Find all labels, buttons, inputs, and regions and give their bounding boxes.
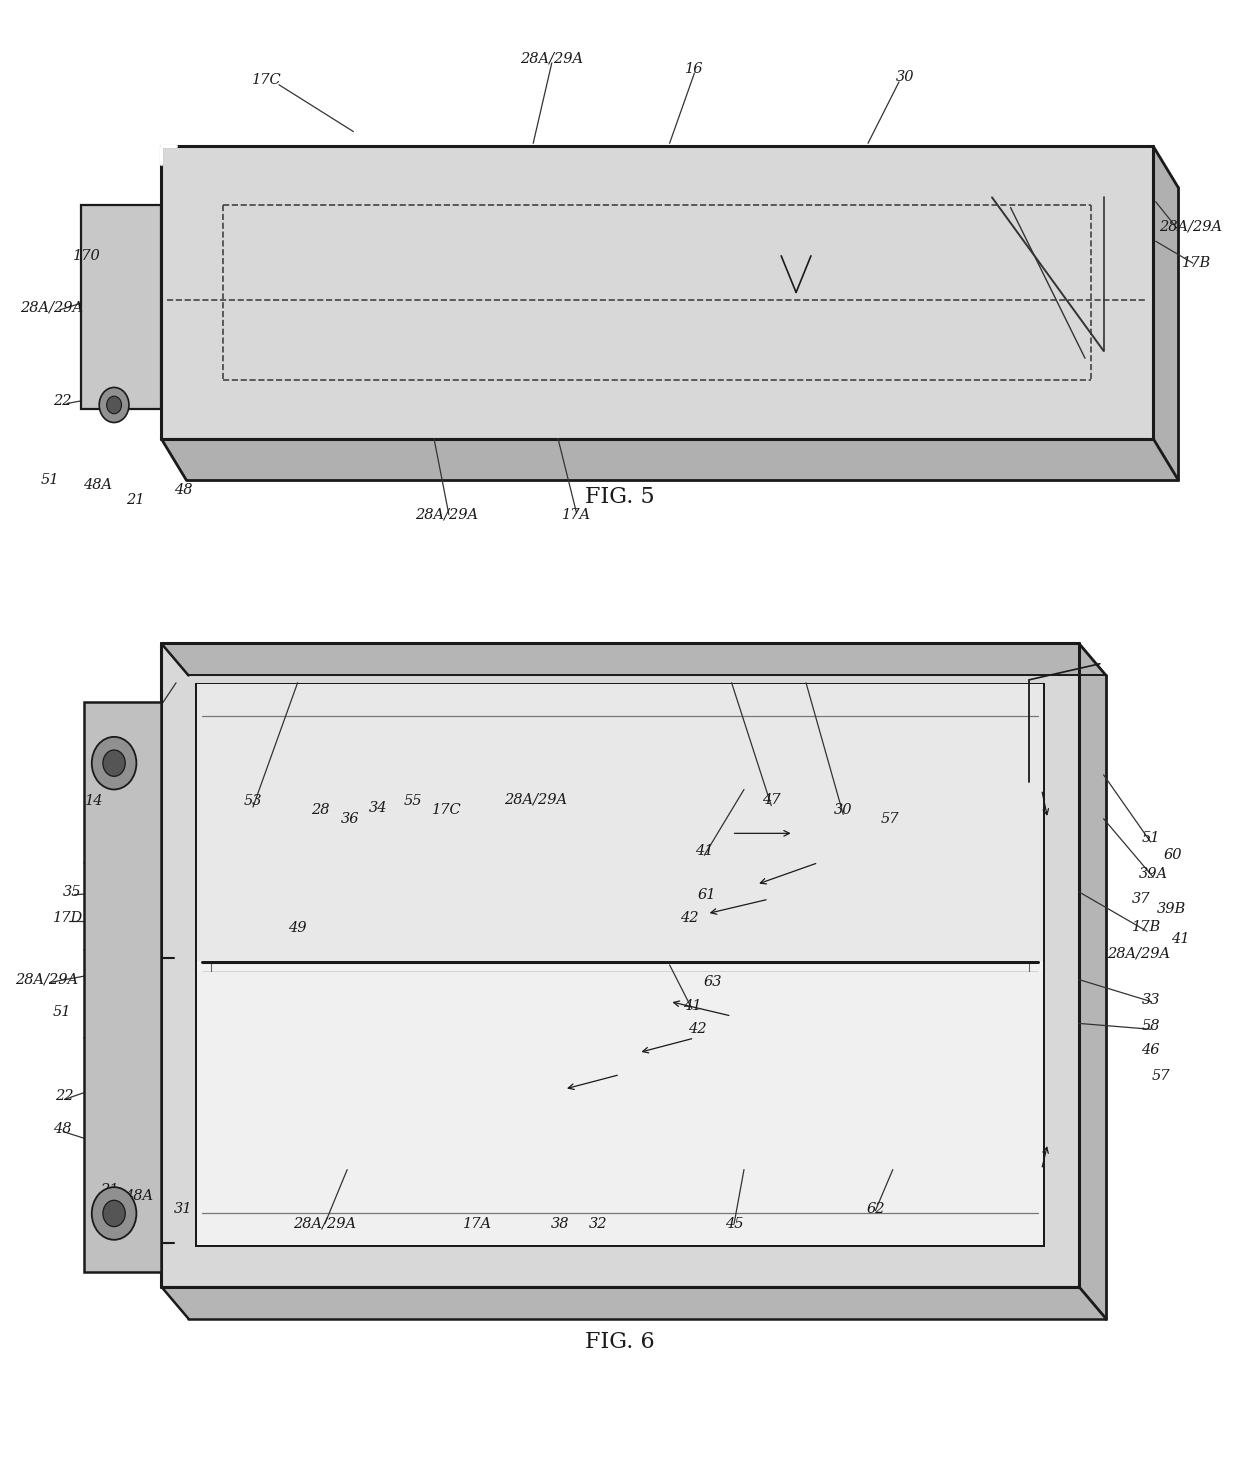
Text: 30: 30: [835, 803, 852, 817]
Text: 28A/29A: 28A/29A: [521, 51, 583, 66]
Circle shape: [99, 387, 129, 423]
Polygon shape: [161, 643, 1106, 675]
Text: 53: 53: [244, 794, 262, 808]
Circle shape: [103, 750, 125, 776]
Text: 39A: 39A: [1138, 867, 1168, 882]
Text: 39B: 39B: [1157, 902, 1187, 917]
Circle shape: [92, 1187, 136, 1240]
Bar: [196, 684, 1044, 1246]
Text: 28A/29A: 28A/29A: [21, 300, 83, 314]
Text: 36: 36: [341, 811, 358, 826]
Text: 30: 30: [897, 70, 914, 85]
Text: 48A: 48A: [124, 1189, 154, 1203]
Text: 45: 45: [725, 1216, 743, 1231]
Text: 17B: 17B: [1182, 256, 1211, 270]
Text: 17B: 17B: [1132, 920, 1162, 934]
Text: 28A/29A: 28A/29A: [415, 507, 477, 522]
Polygon shape: [161, 439, 1178, 480]
Bar: [197, 972, 1043, 1244]
Text: 32: 32: [589, 1216, 606, 1231]
Text: 61: 61: [698, 887, 715, 902]
Text: 38: 38: [552, 1216, 569, 1231]
Text: 28A/29A: 28A/29A: [1107, 946, 1169, 961]
Text: 51: 51: [1142, 830, 1159, 845]
Bar: [197, 684, 1043, 961]
Text: 41: 41: [683, 999, 701, 1013]
Text: 37: 37: [1132, 892, 1149, 906]
Text: 63: 63: [704, 975, 722, 990]
Bar: [161, 643, 1079, 1287]
Circle shape: [92, 737, 136, 789]
Text: 16: 16: [686, 61, 703, 76]
Text: 28A/29A: 28A/29A: [505, 792, 567, 807]
Bar: [161, 146, 1153, 439]
Text: 17D: 17D: [53, 911, 83, 925]
Text: 51: 51: [53, 1004, 71, 1019]
Text: 62: 62: [867, 1202, 884, 1216]
Text: 28A/29A: 28A/29A: [1159, 219, 1221, 234]
Polygon shape: [1079, 643, 1106, 1319]
Text: 17A: 17A: [562, 507, 591, 522]
Bar: [84, 702, 161, 1272]
Text: 58: 58: [1142, 1019, 1159, 1034]
Text: 21: 21: [126, 493, 144, 507]
Polygon shape: [161, 1287, 1106, 1319]
Text: 57: 57: [1152, 1069, 1169, 1083]
Text: 33: 33: [1142, 993, 1159, 1007]
Text: 48A: 48A: [83, 478, 113, 493]
Text: 49: 49: [289, 921, 306, 936]
Text: 60: 60: [1164, 848, 1182, 863]
Text: 17C: 17C: [432, 803, 461, 817]
Text: FIG. 5: FIG. 5: [585, 485, 655, 509]
Text: 34: 34: [370, 801, 387, 816]
Text: 42: 42: [681, 911, 698, 925]
Text: 22: 22: [53, 393, 71, 408]
Circle shape: [107, 396, 122, 414]
Text: 31: 31: [175, 1202, 192, 1216]
Polygon shape: [1153, 146, 1178, 480]
Text: 57: 57: [882, 811, 899, 826]
Text: 41: 41: [1172, 931, 1189, 946]
Text: 35: 35: [63, 885, 81, 899]
Text: 17A: 17A: [463, 1216, 492, 1231]
Circle shape: [103, 1200, 125, 1227]
Text: 41: 41: [696, 844, 713, 858]
Text: 46: 46: [1142, 1042, 1159, 1057]
Text: 21: 21: [100, 1183, 118, 1197]
Text: 47: 47: [763, 792, 780, 807]
Text: 48: 48: [53, 1121, 71, 1136]
Text: 17C: 17C: [252, 73, 281, 88]
Text: FIG. 6: FIG. 6: [585, 1330, 655, 1354]
Bar: [81, 205, 161, 409]
Text: 28A/29A: 28A/29A: [16, 972, 78, 987]
Text: 55: 55: [404, 794, 422, 808]
Text: 22: 22: [56, 1089, 73, 1104]
Text: 48: 48: [175, 482, 192, 497]
Text: 51: 51: [41, 472, 58, 487]
Text: 28A/29A: 28A/29A: [294, 1216, 356, 1231]
Text: 170: 170: [73, 249, 100, 263]
Text: 42: 42: [688, 1022, 706, 1037]
Text: 14: 14: [86, 794, 103, 808]
Text: 28: 28: [311, 803, 329, 817]
